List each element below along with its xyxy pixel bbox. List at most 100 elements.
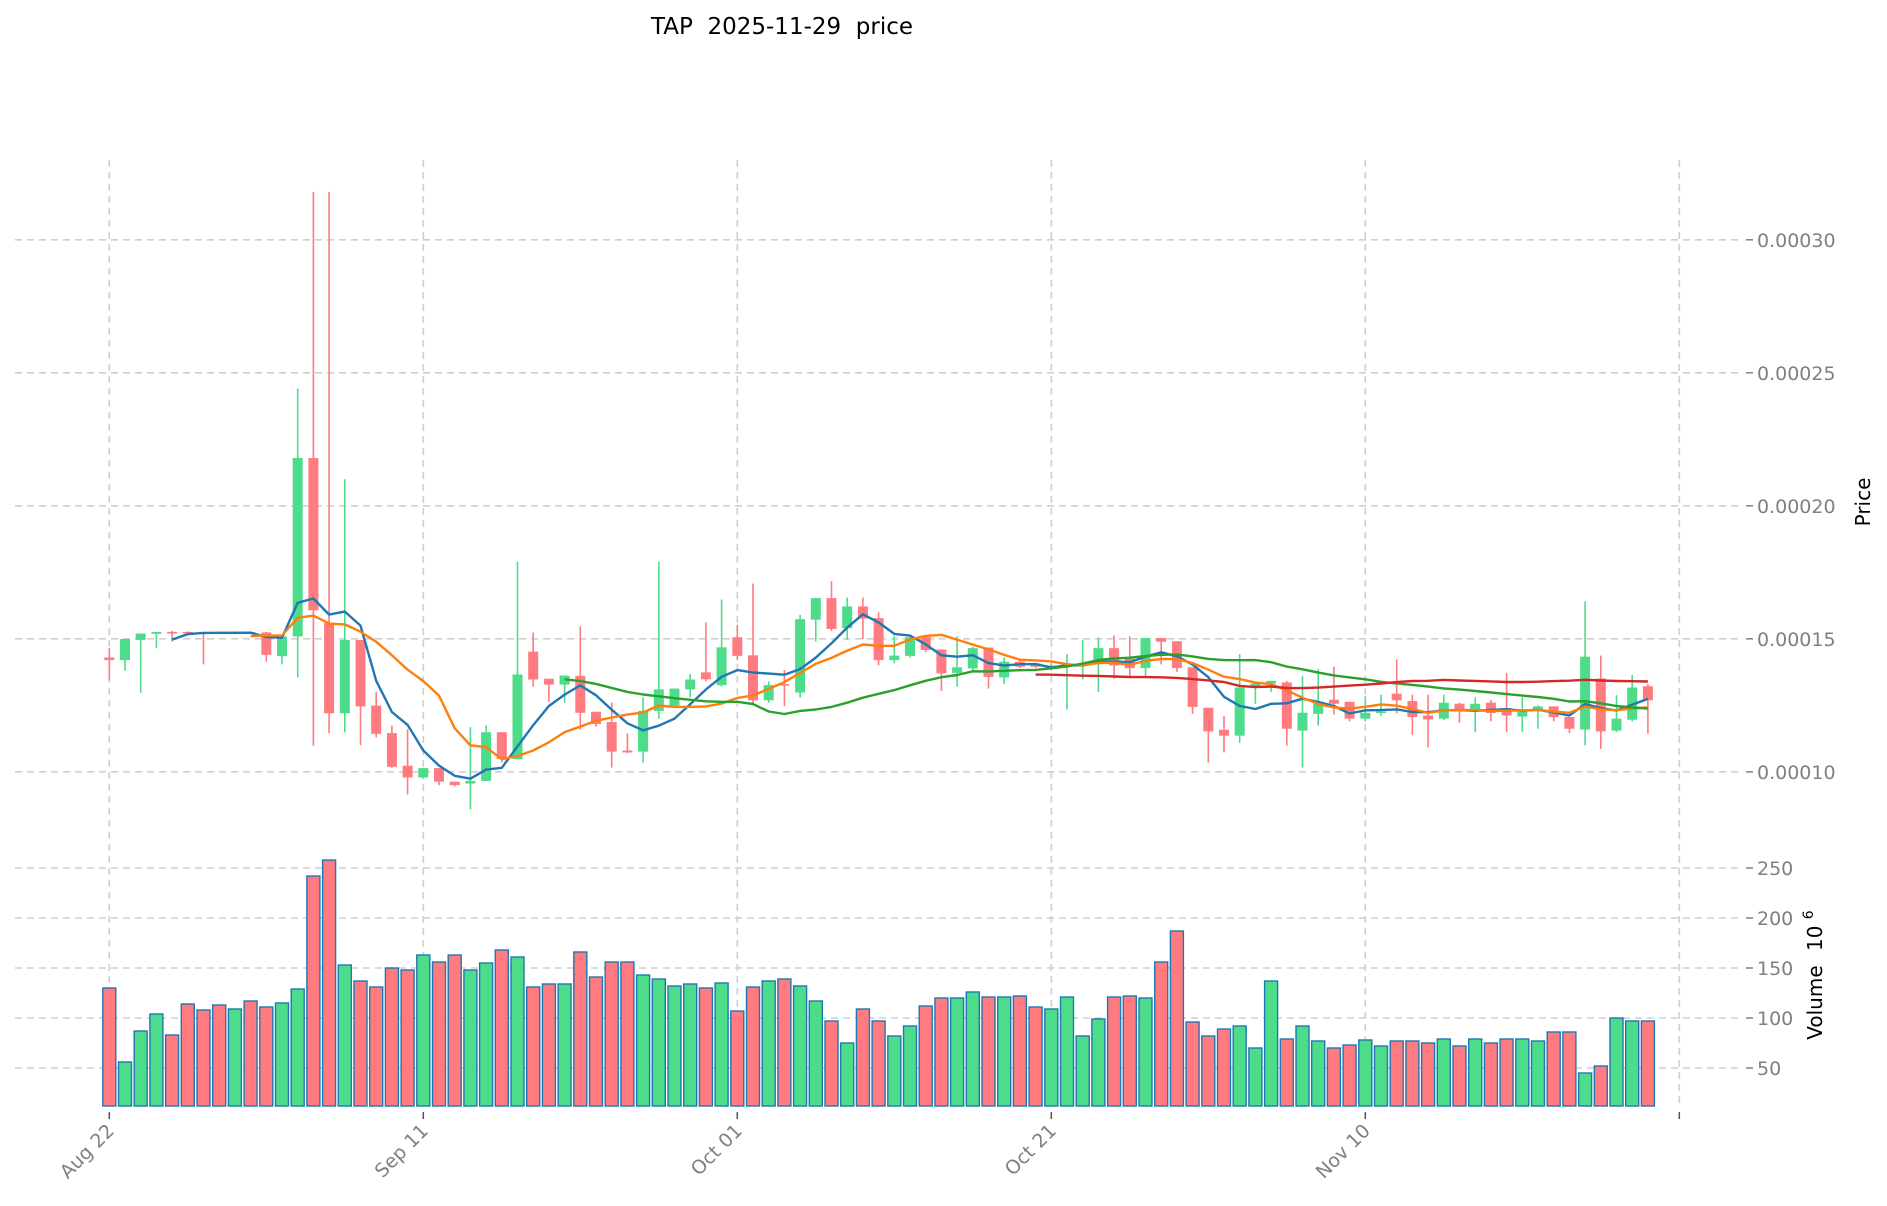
candle-up: [999, 661, 1010, 678]
volume-bar: [949, 997, 965, 1107]
candle-down: [1564, 717, 1575, 729]
volume-bar: [1640, 1020, 1656, 1107]
candle-down: [1595, 678, 1606, 732]
volume-bar: [1499, 1038, 1514, 1107]
volume-bar: [526, 986, 541, 1107]
volume-bar: [1593, 1065, 1609, 1107]
candle-up: [1611, 718, 1622, 731]
candle-up: [1093, 648, 1104, 665]
volume-bar: [1279, 1038, 1295, 1107]
volume-bar: [1530, 1040, 1546, 1107]
candle-down: [308, 457, 319, 611]
candle-up: [120, 639, 130, 661]
volume-bar: [102, 987, 117, 1107]
candle-up: [952, 667, 963, 673]
candle-down: [622, 750, 633, 753]
volume-bar: [981, 996, 996, 1107]
volume-bar: [997, 996, 1012, 1107]
volume-bar: [1358, 1039, 1373, 1107]
candle-down: [1485, 702, 1496, 714]
volume-bar: [965, 991, 980, 1107]
candle-up: [763, 685, 774, 701]
x-tick-label: Oct 01: [687, 1120, 747, 1180]
candle-down: [543, 678, 554, 685]
candle-up: [292, 457, 303, 637]
volume-bar: [447, 954, 462, 1107]
volume-bar: [918, 1005, 933, 1107]
volume-bar: [510, 956, 525, 1107]
volume-bar: [808, 1000, 823, 1107]
x-tick-label: Aug 22: [56, 1120, 119, 1183]
candle-up: [1376, 711, 1386, 713]
volume-bar: [117, 1061, 133, 1107]
candle-up: [1313, 703, 1324, 714]
volume-bar: [1248, 1047, 1263, 1107]
volume-bar: [667, 985, 682, 1107]
volume-bar: [243, 1000, 258, 1107]
volume-bar: [792, 985, 808, 1107]
volume-bar: [180, 1003, 196, 1107]
volume-bar: [1405, 1040, 1420, 1107]
volume-bar: [1452, 1045, 1467, 1107]
candle-up: [842, 606, 853, 629]
candle-down: [371, 705, 382, 734]
candle-down: [779, 684, 790, 686]
volume-bar: [211, 1004, 227, 1107]
candle-down: [1328, 699, 1339, 704]
candle-down: [591, 711, 601, 724]
volume-bar: [541, 983, 557, 1107]
volume-bar: [494, 949, 509, 1107]
volume-bar: [321, 859, 337, 1107]
candle-down: [575, 675, 586, 713]
volume-bar: [1263, 980, 1279, 1107]
volume-bar: [369, 986, 384, 1107]
volume-bar: [1420, 1042, 1436, 1107]
volume-bar: [698, 987, 714, 1107]
candle-up: [151, 631, 162, 634]
x-tick-label: Nov 10: [1312, 1120, 1375, 1183]
volume-bar: [431, 961, 447, 1107]
candle-down: [182, 631, 193, 634]
candle-down: [1124, 658, 1135, 669]
candle-down: [324, 622, 335, 714]
volume-bar: [573, 951, 588, 1107]
volume-bar: [1546, 1031, 1561, 1107]
volume-bar: [1389, 1040, 1404, 1107]
candle-up: [967, 648, 978, 669]
candle-up: [1533, 706, 1543, 711]
ma60-line: [1035, 673, 1648, 690]
candle-up: [1470, 703, 1481, 711]
svg-text:Volume 10 6: Volume 10 6: [1801, 910, 1827, 1040]
volume-bar: [1483, 1042, 1499, 1107]
candle-down: [748, 655, 758, 701]
candle-down: [1344, 701, 1355, 719]
volume-bar: [1122, 995, 1138, 1107]
candle-down: [402, 765, 413, 778]
volume-tick-label: 50: [1757, 1058, 1781, 1080]
volume-bar: [620, 961, 635, 1107]
volume-bar: [463, 969, 478, 1107]
volume-label-exponent: 6: [1801, 910, 1817, 919]
volume-bar: [1232, 1025, 1247, 1107]
volume-axis-label: Volume 10 6: [1801, 910, 1827, 1040]
volume-bar: [1515, 1038, 1530, 1107]
candle-down: [167, 631, 178, 634]
volume-bar: [588, 976, 604, 1107]
volume-bar: [651, 978, 666, 1107]
volume-bar: [902, 1025, 918, 1107]
volume-bar: [683, 983, 698, 1107]
candle-up: [1250, 683, 1261, 688]
volume-bar: [1153, 961, 1169, 1107]
volume-label-base: 10: [1803, 926, 1827, 951]
volume-bar: [1216, 1028, 1232, 1107]
volume-bar: [635, 974, 651, 1107]
volume-bar: [1295, 1025, 1310, 1107]
volume-tick-label: 100: [1757, 1008, 1793, 1030]
volume-bar: [1562, 1031, 1577, 1107]
candle-down: [732, 637, 743, 656]
volume-bar: [1059, 996, 1075, 1107]
volume-bar: [871, 1020, 886, 1107]
candle-down: [1391, 693, 1402, 701]
volume-bar: [133, 1030, 148, 1107]
candle-down: [606, 722, 617, 752]
